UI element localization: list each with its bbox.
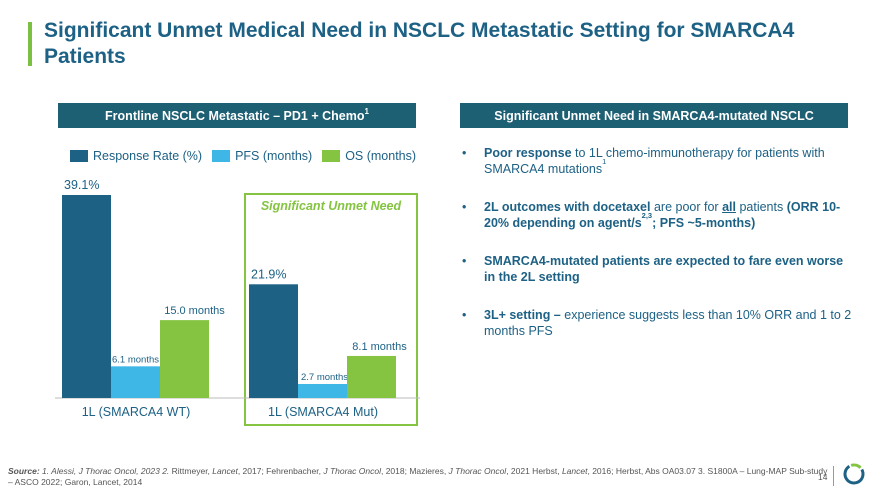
bullet-item: 3L+ setting – experience suggests less t…: [462, 307, 852, 339]
company-logo-icon: [843, 463, 865, 485]
legend-item-os: OS (months): [322, 149, 416, 163]
bullet-item: Poor response to 1L chemo-immunotherapy …: [462, 145, 852, 177]
source-footnote: Source: 1. Alessi, J Thorac Oncol, 2023 …: [8, 466, 828, 488]
bar-1-series-1: [62, 195, 111, 398]
unmet-need-panel-header: Significant Unmet Need in SMARCA4-mutate…: [460, 103, 848, 128]
bullet-text-segment: ; PFS ~5-months): [652, 216, 756, 230]
bullet-text-segment: are poor for: [650, 200, 723, 214]
source-reference-segment: Rittmeyer,: [171, 466, 213, 476]
source-reference-segment: Lancet: [212, 466, 238, 476]
bullet-text-segment: (ORR 10-20% depending on agent/s: [484, 200, 841, 230]
source-reference-segment: , 2021 Herbst,: [506, 466, 562, 476]
source-reference-segment: J Thorac Oncol: [323, 466, 381, 476]
bar-2-series-2: [298, 383, 347, 398]
legend-label-response-rate: Response Rate (%): [93, 149, 203, 163]
bullet-text-segment: 2,3: [641, 210, 653, 220]
category-label-2: 1L (SMARCA4 Mut): [268, 405, 378, 419]
bar-1-series-3: [160, 320, 209, 398]
data-label-1-series-3: 15.0 months: [164, 305, 225, 317]
legend-swatch-os: [322, 150, 341, 162]
legend-label-os: OS (months): [345, 149, 417, 163]
bullet-text-segment: 1: [602, 156, 607, 166]
bullet-item: 2L outcomes with docetaxel are poor for …: [462, 199, 852, 231]
legend-swatch-pfs: [212, 150, 231, 162]
unmet-need-panel-header-text: Significant Unmet Need in SMARCA4-mutate…: [494, 108, 814, 123]
bar-2-series-1: [249, 284, 298, 398]
source-reference-segment: 1. Alessi,: [39, 466, 79, 476]
data-label-1-series-2: 6.1 months: [112, 354, 159, 365]
legend-item-pfs: PFS (months): [212, 149, 312, 163]
chart-legend: Response Rate (%) PFS (months) OS (month…: [70, 149, 426, 163]
bullet-text-segment: to 1L chemo-immunotherapy for patients w…: [484, 146, 825, 176]
page-separator: [833, 466, 834, 486]
source-reference-segment: , 2016; Herbst, Abs OA03.07 3. S1800A – …: [8, 466, 828, 487]
category-label-1: 1L (SMARCA4 WT): [82, 405, 191, 419]
bar-1-series-2: [111, 366, 160, 398]
unmet-need-highlight-label: Significant Unmet Need: [261, 199, 402, 213]
data-label-2-series-3: 8.1 months: [352, 341, 407, 353]
page-number: 14: [818, 472, 828, 482]
chart-panel-header-text: Frontline NSCLC Metastatic – PD1 + Chemo: [105, 108, 365, 123]
source-label: Source:: [8, 466, 40, 476]
title-accent-bar: [28, 22, 32, 66]
bullet-text-segment: SMARCA4-mutated patients are expected to…: [484, 254, 844, 284]
chart-panel-header-sup: 1: [364, 107, 369, 116]
bar-2-series-3: [347, 355, 396, 398]
bullet-text-segment: 2L outcomes with docetaxel: [484, 200, 651, 214]
unmet-need-highlight-box: [244, 193, 418, 426]
chart-panel-header: Frontline NSCLC Metastatic – PD1 + Chemo…: [58, 103, 416, 128]
bullet-text-segment: Poor response: [484, 146, 572, 160]
source-reference-segment: , 2017; Fehrenbacher,: [237, 466, 324, 476]
source-reference-segment: , 2018; Mazieres,: [380, 466, 449, 476]
legend-label-pfs: PFS (months): [235, 149, 313, 163]
bullet-text-segment: all: [722, 200, 736, 214]
legend-item-response-rate: Response Rate (%): [70, 149, 202, 163]
source-reference-segment: J Thorac Oncol: [78, 466, 137, 476]
source-reference-segment: Lancet: [561, 466, 588, 476]
legend-swatch-response-rate: [70, 150, 88, 162]
bullet-text-segment: 3L+ setting –: [484, 308, 561, 322]
bullet-text-segment: patients: [735, 200, 787, 214]
bullet-text-segment: experience suggests less than 10% ORR an…: [484, 308, 852, 338]
unmet-need-bullet-list: Poor response to 1L chemo-immunotherapy …: [462, 145, 852, 361]
source-reference-segment: J Thorac Oncol: [448, 466, 507, 476]
slide-title: Significant Unmet Medical Need in NSCLC …: [44, 19, 795, 68]
data-label-1-series-1: 39.1%: [64, 178, 99, 192]
data-label-2-series-2: 2.7 months: [301, 372, 348, 383]
bullet-item: SMARCA4-mutated patients are expected to…: [462, 253, 852, 285]
source-reference-segment: , 2023 2.: [136, 466, 172, 476]
data-label-2-series-1: 21.9%: [251, 267, 286, 281]
